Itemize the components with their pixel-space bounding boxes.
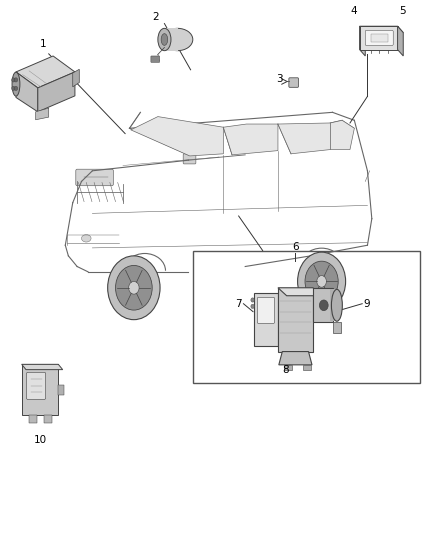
Circle shape [108, 256, 160, 320]
Text: 4: 4 [350, 5, 357, 15]
Ellipse shape [332, 289, 343, 321]
Text: 1: 1 [40, 38, 47, 49]
Polygon shape [360, 26, 365, 56]
Polygon shape [279, 352, 312, 365]
Polygon shape [398, 26, 403, 56]
Polygon shape [285, 365, 292, 370]
Polygon shape [254, 293, 278, 346]
FancyBboxPatch shape [330, 289, 338, 321]
FancyBboxPatch shape [183, 154, 196, 164]
Ellipse shape [12, 72, 20, 96]
Text: 10: 10 [33, 435, 46, 445]
Circle shape [12, 86, 15, 91]
Polygon shape [16, 56, 75, 88]
Polygon shape [330, 120, 354, 150]
Ellipse shape [81, 235, 91, 242]
Polygon shape [38, 72, 75, 112]
Circle shape [12, 78, 15, 82]
Circle shape [305, 261, 338, 302]
Polygon shape [73, 69, 79, 87]
FancyBboxPatch shape [151, 56, 159, 62]
Polygon shape [58, 384, 64, 395]
Text: 8: 8 [283, 366, 289, 375]
Polygon shape [303, 365, 311, 370]
Text: 5: 5 [399, 5, 406, 15]
Polygon shape [360, 26, 398, 50]
Circle shape [317, 276, 326, 287]
Polygon shape [29, 415, 37, 423]
FancyBboxPatch shape [76, 169, 113, 185]
Ellipse shape [162, 28, 193, 51]
Polygon shape [35, 108, 49, 120]
Polygon shape [21, 365, 58, 415]
Polygon shape [44, 415, 52, 423]
Circle shape [251, 298, 254, 302]
Polygon shape [223, 124, 278, 155]
Polygon shape [16, 72, 38, 112]
Polygon shape [332, 322, 341, 333]
Polygon shape [278, 123, 330, 154]
Polygon shape [278, 288, 321, 296]
Circle shape [251, 304, 254, 309]
Circle shape [129, 281, 139, 294]
Text: 7: 7 [236, 298, 242, 309]
Ellipse shape [158, 28, 171, 51]
FancyBboxPatch shape [289, 78, 298, 87]
Circle shape [297, 252, 346, 311]
Ellipse shape [161, 34, 168, 45]
FancyBboxPatch shape [365, 30, 393, 45]
Text: 9: 9 [363, 298, 370, 309]
FancyBboxPatch shape [164, 28, 177, 51]
FancyBboxPatch shape [26, 372, 46, 399]
Text: 6: 6 [292, 242, 299, 252]
Circle shape [319, 300, 328, 311]
Circle shape [14, 86, 18, 91]
Polygon shape [278, 288, 313, 352]
FancyBboxPatch shape [258, 297, 275, 324]
Text: 2: 2 [152, 12, 159, 22]
FancyBboxPatch shape [371, 34, 388, 42]
Circle shape [14, 78, 18, 82]
Text: 3: 3 [276, 75, 283, 84]
Polygon shape [360, 26, 403, 33]
Polygon shape [131, 117, 223, 156]
Polygon shape [21, 365, 63, 369]
Polygon shape [313, 288, 332, 322]
Bar [193, 251, 420, 383]
Circle shape [116, 265, 152, 310]
